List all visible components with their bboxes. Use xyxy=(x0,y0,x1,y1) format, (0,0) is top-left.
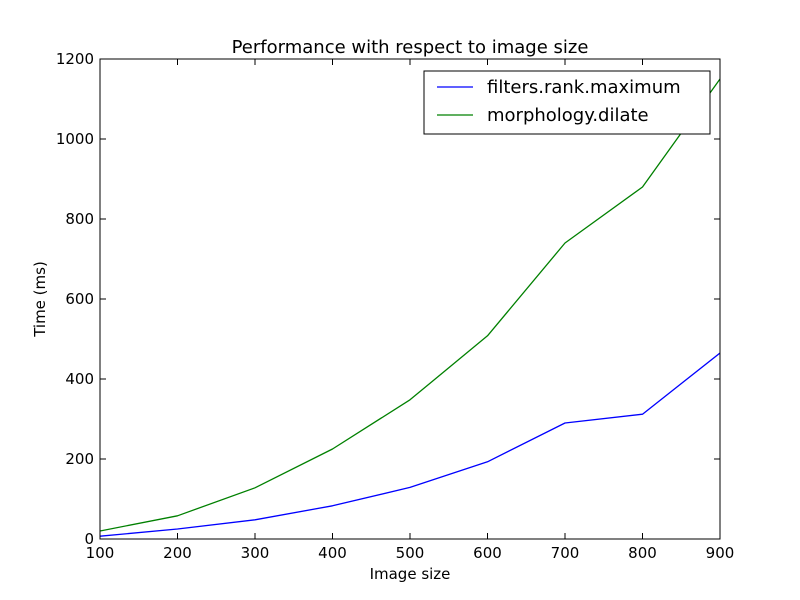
y-tick-label: 1200 xyxy=(56,50,94,68)
x-tick-label: 600 xyxy=(473,544,502,562)
y-tick-label: 800 xyxy=(65,210,94,228)
plot-area: 100 200 300 400 500 600 700 800 900 0 200 400 600 800… xyxy=(56,50,735,562)
x-tick-label: 300 xyxy=(241,544,270,562)
chart-title: Performance with respect to image size xyxy=(232,37,589,58)
legend-label-1: filters.rank.maximum xyxy=(487,77,681,98)
y-tick-label: 0 xyxy=(84,530,94,548)
x-tick-label: 900 xyxy=(706,544,735,562)
x-tick-label: 200 xyxy=(163,544,192,562)
legend-label-2: morphology.dilate xyxy=(487,105,649,126)
legend-box xyxy=(423,70,711,135)
x-tick-label: 700 xyxy=(551,544,580,562)
x-tick-label: 800 xyxy=(628,544,657,562)
y-tick-label: 400 xyxy=(65,370,94,388)
y-tick-label: 600 xyxy=(65,290,94,308)
y-axis-label: Time (ms) xyxy=(31,261,49,338)
y-tick-label: 200 xyxy=(65,450,94,468)
x-tick-label: 500 xyxy=(396,544,425,562)
x-axis-label: Image size xyxy=(370,565,451,583)
x-tick-label: 400 xyxy=(318,544,347,562)
y-tick-label: 1000 xyxy=(56,130,94,148)
x-tick-label: 100 xyxy=(86,544,115,562)
legend: filters.rank.maximum morphology.dilate xyxy=(423,70,711,135)
